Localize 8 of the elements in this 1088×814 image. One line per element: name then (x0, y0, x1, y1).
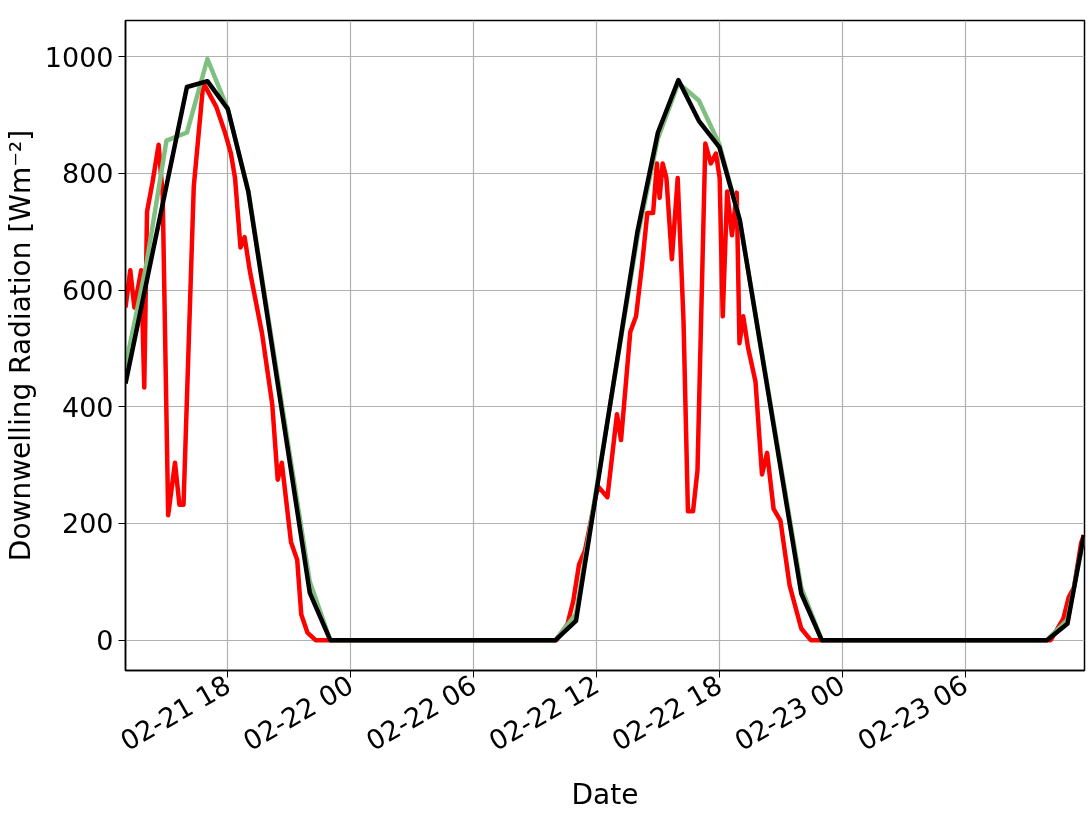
y-tick-label: 400 (61, 391, 114, 423)
y-axis-title: Downwelling Radiation [Wm⁻²] (3, 129, 37, 562)
x-axis-title: Date (571, 778, 639, 812)
y-tick-label: 0 (96, 625, 114, 657)
y-tick-label: 800 (61, 158, 114, 190)
y-tick-label: 200 (61, 508, 114, 540)
y-tick-label: 1000 (44, 41, 114, 73)
y-tick-label: 600 (61, 275, 114, 307)
